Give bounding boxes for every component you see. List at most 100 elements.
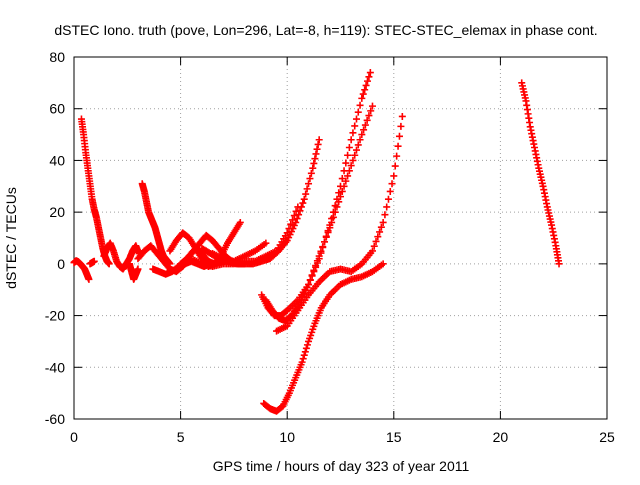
data-point-interp (394, 142, 402, 150)
data-point-interp (319, 243, 327, 251)
data-point (90, 257, 98, 265)
data-point-interp (362, 81, 370, 89)
data-point (390, 172, 398, 180)
data-point-interp (338, 175, 346, 183)
data-point-interp (290, 212, 298, 220)
data-point-interp (349, 156, 357, 164)
data-point (379, 260, 387, 268)
data-point-interp (300, 351, 308, 359)
data-point-interp (349, 129, 357, 137)
data-point (358, 131, 366, 139)
data-point-interp (303, 341, 311, 349)
y-tick-label: 20 (49, 204, 65, 220)
x-tick-label: 0 (70, 429, 78, 445)
data-point-interp (299, 355, 307, 363)
data-series-1 (86, 257, 98, 268)
data-point-interp (313, 257, 321, 265)
data-point-interp (301, 348, 309, 356)
data-point-interp (367, 107, 375, 115)
data-point-interp (303, 185, 311, 193)
data-point-interp (376, 228, 384, 236)
data-point-interp (345, 144, 353, 151)
data-point-interp (329, 213, 337, 221)
data-point-interp (391, 162, 399, 170)
data-point-interp (356, 136, 364, 144)
data-point-interp (344, 151, 352, 159)
data-point (337, 193, 344, 201)
data-point-interp (302, 190, 310, 198)
data-point-interp (287, 220, 295, 228)
data-point (555, 260, 563, 268)
tick-layer: 0 5 10 15 20 25 -60 -40 -20 0 20 40 60 80 (45, 49, 615, 445)
data-point-interp (338, 187, 346, 195)
data-point (315, 136, 323, 144)
data-point (283, 229, 291, 237)
data-point-interp (384, 195, 392, 203)
data-point-interp (352, 146, 360, 154)
data-point (134, 265, 142, 273)
data-point-interp (307, 169, 315, 177)
data-point-interp (289, 216, 297, 224)
y-tick-label: -40 (45, 359, 65, 375)
data-point-interp (285, 225, 293, 233)
data-point-interp (351, 122, 359, 130)
x-tick-label: 10 (279, 429, 295, 445)
chart-title: dSTEC Iono. truth (pove, Lon=296, Lat=-8… (54, 22, 597, 38)
data-point (298, 358, 306, 366)
data-series-15 (273, 112, 406, 335)
data-point-interp (292, 207, 300, 215)
y-tick-label: 0 (57, 256, 65, 272)
data-point (105, 260, 113, 268)
data-point-interp (370, 242, 378, 250)
data-point (326, 224, 334, 232)
y-tick-label: -60 (45, 411, 65, 427)
data-series-12 (209, 239, 270, 265)
data-point-interp (324, 228, 332, 236)
data-point-interp (352, 115, 360, 123)
data-point-interp (377, 223, 385, 231)
data-point-interp (363, 116, 371, 124)
data-point (398, 112, 406, 120)
data-point-interp (342, 177, 350, 185)
data-point-interp (312, 262, 320, 270)
data-point-interp (393, 152, 401, 160)
data-point-interp (383, 203, 391, 211)
data-point (347, 162, 355, 170)
data-point-interp (328, 218, 336, 226)
data-series-16 (260, 260, 387, 415)
data-point-interp (299, 199, 307, 207)
data-series-17 (518, 79, 563, 268)
data-point-interp (306, 175, 314, 183)
data-point-interp (310, 266, 318, 274)
data-point (85, 275, 93, 283)
data-point-interp (335, 189, 343, 197)
data-point (358, 94, 366, 102)
data-point-interp (365, 112, 373, 120)
data-point-interp (354, 108, 362, 116)
data-point-interp (311, 155, 319, 163)
data-point-interp (321, 238, 329, 246)
data-point-interp (302, 344, 310, 352)
data-point-interp (322, 233, 330, 241)
data-series-2 (77, 115, 113, 268)
data-point-interp (331, 208, 339, 216)
data-point-interp (335, 198, 343, 206)
data-point (305, 281, 313, 289)
data-point-interp (386, 187, 394, 195)
data-point (368, 247, 376, 255)
data-point-interp (381, 211, 389, 219)
data-point-interp (361, 121, 369, 129)
data-point-interp (374, 233, 382, 241)
x-tick-label: 15 (386, 429, 402, 445)
data-series-0 (70, 257, 93, 283)
data-point-interp (305, 180, 313, 188)
data-point-interp (372, 237, 380, 245)
data-point-interp (397, 122, 405, 130)
data-point-interp (356, 101, 364, 109)
data-point-interp (345, 167, 353, 175)
data-series-4 (125, 260, 142, 283)
data-point-interp (361, 86, 369, 94)
data-point (368, 102, 376, 110)
y-tick-label: 80 (49, 49, 65, 65)
